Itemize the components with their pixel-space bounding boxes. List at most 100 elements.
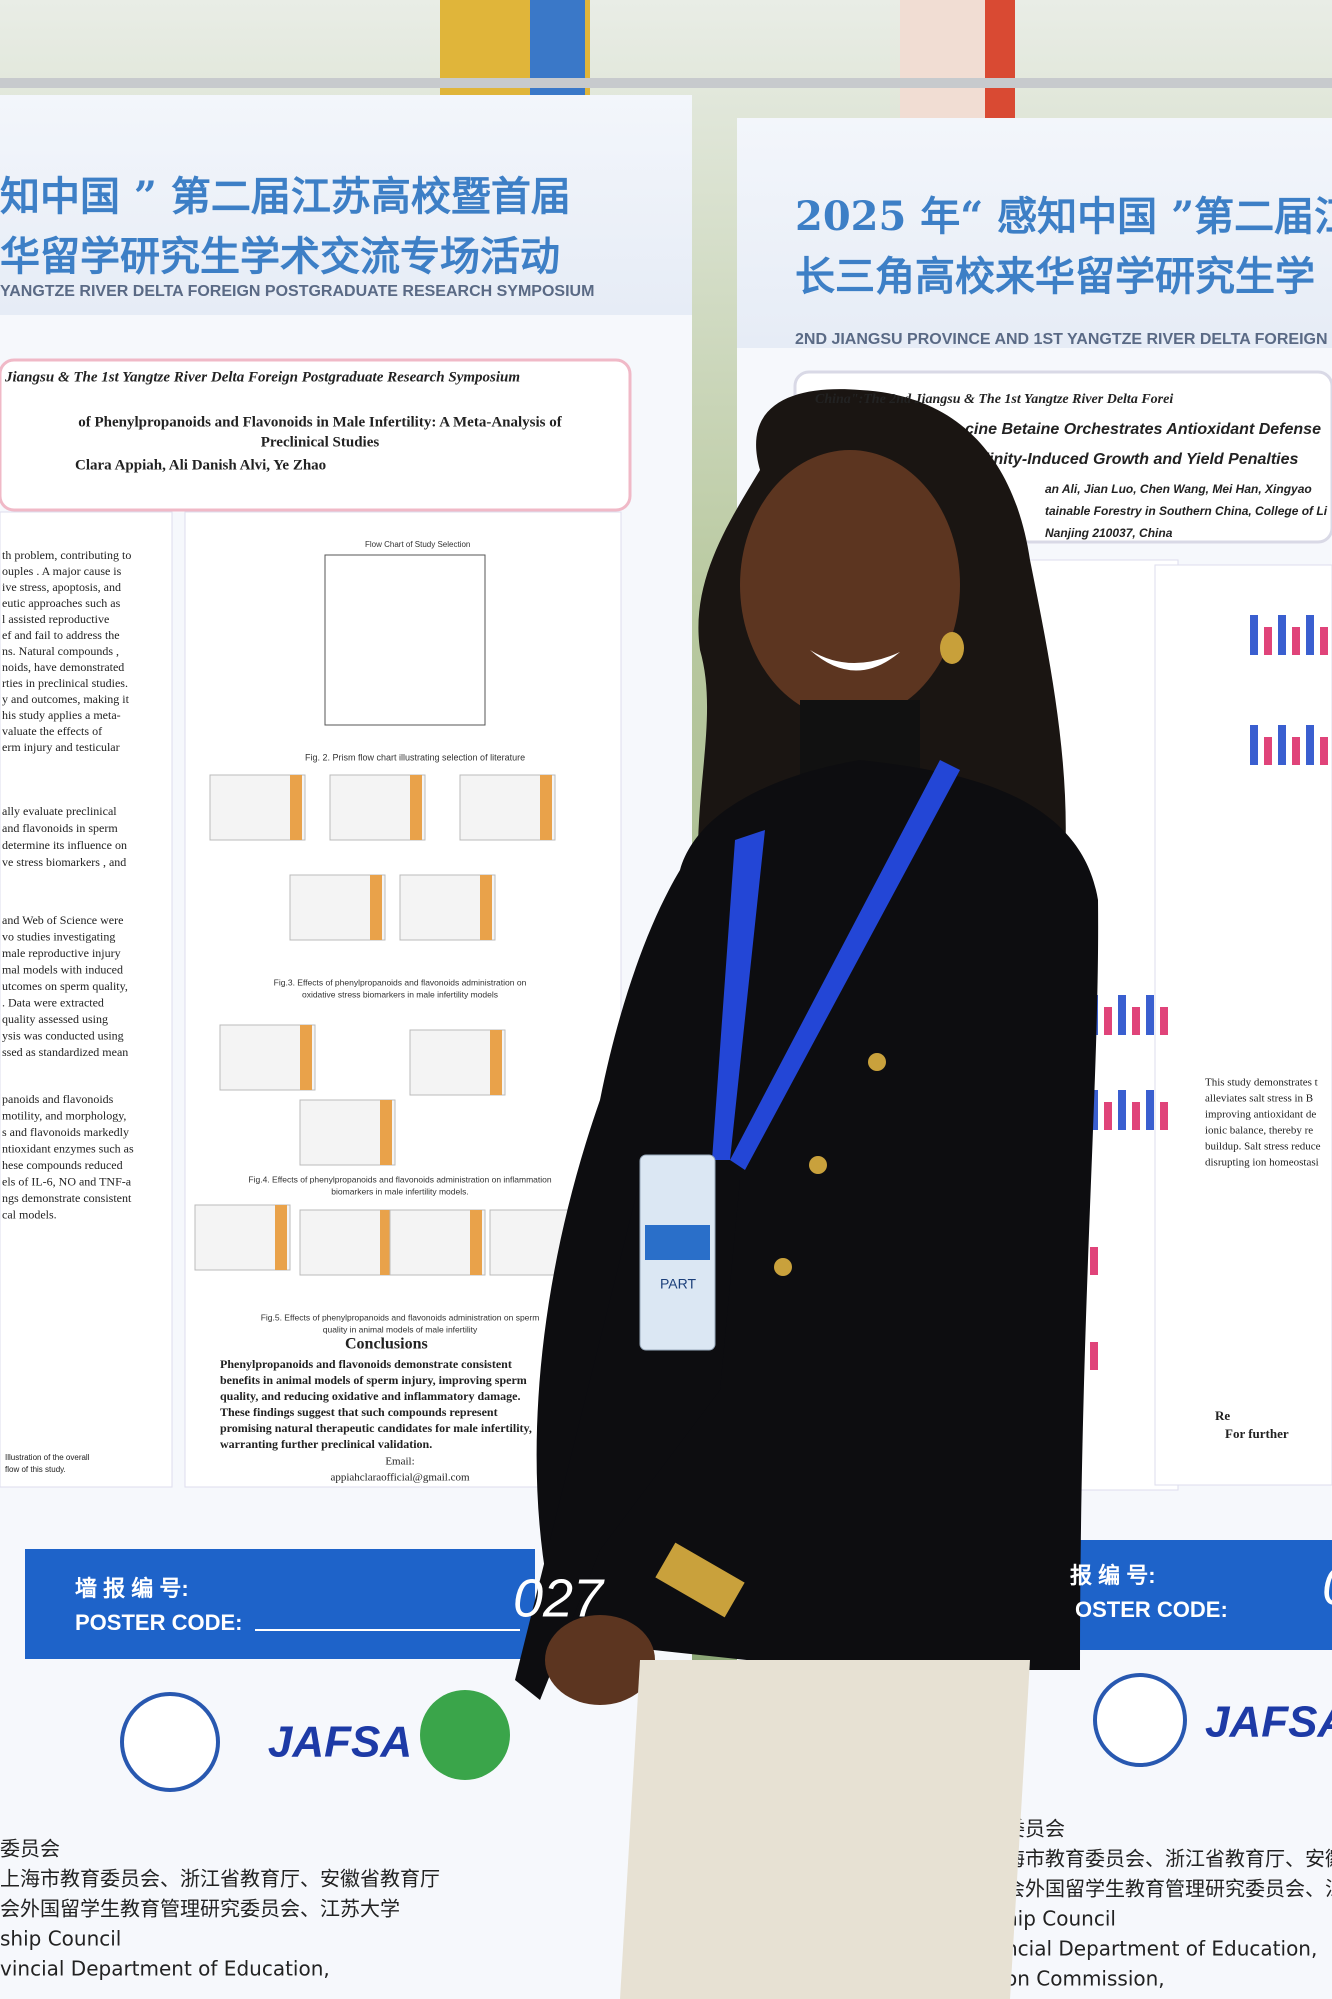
face: [740, 450, 960, 720]
section-box: [1154, 564, 1332, 1486]
figure-bar: [1306, 725, 1314, 765]
figure-table: [299, 1209, 396, 1276]
footer-text: 海市教育委员会、浙江省教育厅、安徽省: [1005, 1847, 1332, 1871]
section-box: [0, 511, 173, 1488]
poster-header: [0, 95, 692, 315]
body-text: cal models.: [2, 1207, 57, 1221]
figure-bar: [1104, 1007, 1112, 1035]
body-text: ally evaluate preclinical: [2, 804, 117, 818]
body-text: . Data were extracted: [2, 995, 104, 1009]
logo-text: JAFSA: [268, 1718, 412, 1767]
caption: Illustration of the overall: [5, 1453, 90, 1462]
email: appiahclaraofficial@gmail.com: [330, 1472, 470, 1484]
header-en: 2ND JIANGSU PROVINCE AND 1ST YANGTZE RIV…: [795, 331, 1332, 348]
figure-table: [329, 774, 426, 841]
body-text: motility, and morphology,: [2, 1108, 126, 1122]
authors: tainable Forestry in Southern China, Col…: [1045, 504, 1328, 518]
figure-bar: [1160, 1007, 1168, 1035]
logo: [120, 1692, 220, 1792]
button: [809, 1156, 827, 1174]
symposium: Jiangsu & The 1st Yangtze River Delta Fo…: [4, 369, 520, 385]
badge-text: PART: [660, 1276, 696, 1292]
flag: [985, 0, 1015, 120]
body-text: valuate the effects of: [2, 724, 102, 738]
figure-bar: [1278, 615, 1286, 655]
body-text: s and flavonoids markedly: [2, 1125, 129, 1139]
body-text: male reproductive injury: [2, 946, 121, 960]
caption: flow of this study.: [5, 1465, 66, 1474]
figure-bar: [1146, 1090, 1154, 1130]
body-text: hese compounds reduced: [2, 1158, 123, 1172]
poster-code: 0: [1322, 1556, 1332, 1616]
figure-highlight: [370, 875, 382, 940]
body-text: quality assessed using: [2, 1012, 108, 1026]
button: [774, 1258, 792, 1276]
figure-bar: [1118, 1090, 1126, 1130]
figure-bar: [1278, 725, 1286, 765]
header-cn: 华留学研究生学术交流专场活动: [0, 233, 560, 280]
earring: [940, 632, 964, 664]
button: [868, 1053, 886, 1071]
body-text: disrupting ion homeostasi: [1205, 1157, 1319, 1169]
body-text: alleviates salt stress in B: [1205, 1093, 1313, 1105]
poster-title: cine Betaine Orchestrates Antioxidant De…: [965, 421, 1321, 438]
figure-bar: [1132, 1007, 1140, 1035]
header-cn: 知中国 ” 第二届江苏高校暨首届: [0, 173, 571, 220]
figure-highlight: [380, 1210, 392, 1275]
figure-bar: [1118, 995, 1126, 1035]
logo: [1093, 1673, 1187, 1767]
figure-bar: [1264, 737, 1272, 765]
poster-code-cn: 报 编 号:: [1070, 1563, 1156, 1588]
body-text: ionic balance, thereby re: [1205, 1125, 1313, 1137]
figure-table: [194, 1204, 291, 1271]
figure-bar: [1292, 627, 1300, 655]
section-heading: Re: [1215, 1408, 1230, 1423]
poster-code-cn: 墙 报 编 号:: [75, 1576, 189, 1601]
body-text: ve stress biomarkers , and: [2, 855, 126, 869]
figure-bar: [1250, 615, 1258, 655]
body-text: ouples . A major cause is: [2, 564, 122, 578]
body-text: ntioxidant enzymes such as: [2, 1141, 134, 1155]
body-text: erm injury and testicular: [2, 740, 120, 754]
symposium: China":The 2nd Jiangsu & The 1st Yangtze…: [815, 392, 1173, 407]
figure-bar: [1146, 995, 1154, 1035]
figure-bar: [1264, 627, 1272, 655]
body-text: th problem, contributing to: [2, 548, 131, 562]
figure-highlight: [540, 775, 552, 840]
flowchart-title: Flow Chart of Study Selection: [365, 540, 470, 549]
header-cn: 2025 年“ 感知中国 ”第二届江: [795, 193, 1332, 240]
badge-band: [645, 1225, 710, 1260]
body-text: warranting further preclinical validatio…: [220, 1437, 432, 1451]
figure-bar: [1090, 1090, 1098, 1130]
caption: biomarkers in male infertility models.: [331, 1186, 468, 1196]
caption: Fig. 2. Prism flow chart illustrating se…: [305, 752, 525, 762]
figure-bar: [1160, 1102, 1168, 1130]
body-text: and Web of Science were: [2, 913, 123, 927]
body-text: ngs demonstrate consistent: [2, 1191, 132, 1205]
footer-text: 会外国留学生教育管理研究委员会、江苏: [1005, 1877, 1332, 1901]
trousers: [620, 1660, 1030, 1999]
figure-table: [289, 874, 386, 941]
body-text: eutic approaches such as: [2, 596, 121, 610]
body-text: improving antioxidant de: [1205, 1109, 1316, 1121]
figure-highlight: [300, 1025, 312, 1090]
body-text: quality, and reducing oxidative and infl…: [220, 1389, 520, 1403]
email-label: Email:: [385, 1456, 414, 1468]
figure-bar: [1132, 1102, 1140, 1130]
logo: [420, 1690, 510, 1780]
footer-text: 上海市教育委员会、浙江省教育厅、安徽省教育厅: [0, 1867, 440, 1891]
poster-code-label: OSTER CODE:: [1075, 1597, 1228, 1622]
figure-table: [389, 1209, 486, 1276]
logo-text: JAFSA: [1205, 1698, 1332, 1747]
body-text: ns. Natural compounds ,: [2, 644, 119, 658]
poster-title: Preclinical Studies: [261, 434, 380, 450]
body-text: l assisted reproductive: [2, 612, 109, 626]
caption: quality in animal models of male inferti…: [323, 1324, 478, 1334]
poster-title: of Phenylpropanoids and Flavonoids in Ma…: [78, 414, 563, 430]
body-text: benefits in animal models of sperm injur…: [220, 1373, 527, 1387]
figure-bar: [1104, 1102, 1112, 1130]
further: For further: [1225, 1426, 1289, 1441]
authors: an Ali, Jian Luo, Chen Wang, Mei Han, Xi…: [1045, 482, 1312, 496]
figure-bar: [1090, 1342, 1098, 1370]
